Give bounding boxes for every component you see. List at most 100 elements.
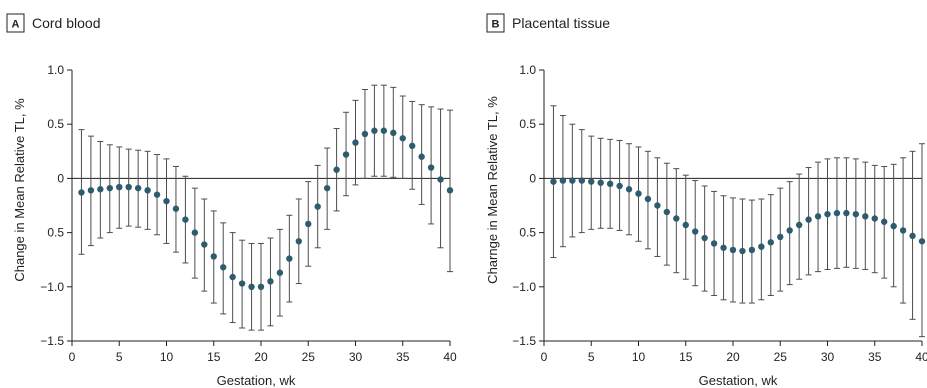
panel-a-data-point [371, 127, 378, 134]
panel-a-x-axis-label: Gestation, wk [217, 373, 296, 388]
panel-b-letter: B [492, 19, 500, 31]
panel-a-data-point [286, 255, 293, 262]
panel-a-data-point [295, 238, 302, 245]
panel-b-y-tick-label: 0.5 [519, 226, 536, 240]
panel-a-letter: A [12, 19, 20, 31]
panel-b-data-point [644, 195, 652, 203]
panel-a-data-point [238, 280, 246, 287]
panel-b-y-tick-label: −1.0 [512, 280, 536, 294]
panel-a-x-tick-label: 5 [116, 350, 123, 364]
panel-b-data-point [777, 233, 784, 241]
panel-a-x-tick-label: 25 [302, 350, 316, 364]
panel-a-data-point [333, 166, 340, 173]
panel-a-data-point [314, 203, 321, 210]
panel-a-data-point [361, 130, 369, 138]
panel-b-x-tick-label: 15 [679, 350, 693, 364]
panel-a-data-point [323, 184, 331, 192]
panel-b-letter-box [486, 13, 505, 33]
panel-a-y-tick-label: 0.5 [47, 117, 64, 131]
panel-a-x-tick-label: 15 [207, 350, 221, 364]
panel-b-x-tick-label: 5 [588, 350, 595, 364]
panel-a-letter-box [6, 13, 25, 33]
panel-a-data-point [210, 253, 217, 260]
panel-b-data-point [569, 177, 576, 184]
panel-b-data-point [692, 228, 699, 235]
panel-b-data-point [682, 221, 689, 229]
panel-b-data-point [786, 227, 793, 234]
panel-b-data-point [918, 238, 926, 245]
panel-a-data-point [437, 176, 444, 183]
panel-a-data-point [87, 187, 95, 194]
panel-b-data-point [710, 240, 718, 247]
panel-a-y-tick-label: 0.5 [47, 226, 64, 240]
panel-b-data-point [862, 213, 869, 220]
panel-a-data-point [248, 283, 255, 290]
panel-b-data-point [606, 180, 614, 188]
panel-b-data-point [748, 246, 756, 254]
panel-b-data-point [795, 221, 803, 229]
panel-b-x-tick-label: 0 [541, 350, 548, 364]
panel-a-data-point [276, 269, 284, 276]
panel-a-y-tick-label: −1.5 [40, 334, 64, 348]
panel-a-data-point [134, 184, 142, 192]
panel-a-data-point [163, 197, 170, 205]
panel-a-data-point [220, 264, 227, 271]
panel-b-data-point [673, 215, 680, 222]
panel-a-data-point [153, 191, 161, 198]
panel-a-data-point [418, 153, 425, 160]
panel-a-y-tick-label: 1.0 [47, 63, 64, 77]
panel-a-y-tick-label: 0 [57, 171, 64, 185]
panel-b-x-tick-label: 10 [632, 350, 646, 364]
panel-a-x-tick-label: 10 [160, 350, 174, 364]
panel-b-data-point [767, 239, 774, 246]
panel-a-x-tick-label: 0 [69, 350, 76, 364]
panel-b-data-point [616, 182, 623, 190]
panel-a-data-point [427, 164, 435, 171]
panel-a-data-point [342, 151, 350, 158]
panel-b-data-point [909, 232, 916, 240]
panel-a-data-point [267, 278, 274, 285]
panel-a-data-point [78, 189, 85, 196]
panel-b-data-point [701, 234, 708, 242]
panel-a-x-tick-label: 40 [443, 350, 457, 364]
panel-a-data-point [172, 205, 180, 212]
panel-b-data-point [758, 243, 765, 250]
panel-a-data-point [116, 183, 123, 191]
panel-b-data-point [805, 216, 812, 223]
panel-b: B Placental tissue Charnge in Mean Relat… [485, 13, 927, 388]
panel-a-data-point [380, 127, 388, 134]
panel-a-data-point [229, 273, 236, 281]
panel-b-y-tick-label: 0 [529, 171, 536, 185]
panel-b-y-axis-label: Charnge in Mean Relative TL, % [485, 96, 500, 284]
panel-b-data-point [597, 179, 604, 186]
panel-b-data-point [729, 246, 737, 254]
panel-a-data-point [257, 283, 265, 290]
panel-a-y-axis-label: Change in Mean Relative TL, % [12, 98, 27, 282]
panel-b-data-point [663, 208, 671, 216]
panel-a-y-tick-label: −1.0 [40, 280, 64, 294]
panel-b-data-point [635, 190, 642, 197]
panel-b-data-point [559, 177, 567, 184]
panel-a-data-point [201, 241, 208, 248]
panel-b-x-axis-label: Gestation, wk [699, 373, 778, 388]
panel-b-data-point [814, 213, 822, 220]
panel-a-data-point [446, 187, 454, 194]
panel-b-y-tick-label: 0.5 [519, 117, 536, 131]
panel-a-data-point [191, 229, 199, 236]
panel-b-data-point [852, 210, 860, 218]
panel-b-y-tick-label: 1.0 [519, 63, 536, 77]
panel-a-x-tick-label: 20 [254, 350, 268, 364]
panel-a-data-point [409, 142, 416, 150]
panel-b-data-point [625, 186, 633, 193]
panel-b-data-point [871, 215, 878, 222]
panel-b-data-point [899, 227, 907, 234]
panel-b-data-point [833, 209, 841, 217]
panel-b-x-tick-label: 40 [915, 350, 927, 364]
panel-b-x-tick-label: 35 [868, 350, 882, 364]
panel-a-x-tick-label: 35 [396, 350, 410, 364]
panel-b-data-point [578, 177, 585, 184]
panel-b-data-point [550, 178, 557, 185]
panel-a-data-point [106, 184, 114, 192]
panel-a-data-point [125, 183, 132, 191]
